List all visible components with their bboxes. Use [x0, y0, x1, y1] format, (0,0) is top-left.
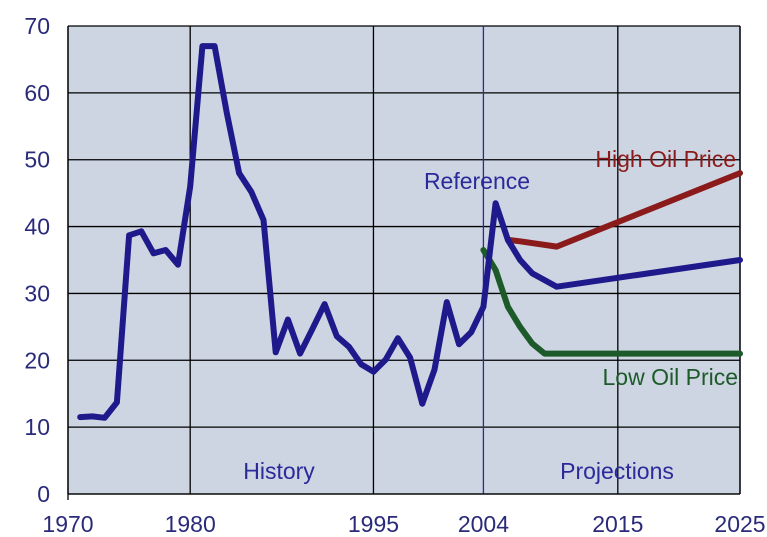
- x-tick-label: 1995: [348, 511, 399, 537]
- x-tick-label: 2004: [458, 511, 509, 537]
- series-lines: [77, 43, 743, 421]
- y-tick-label: 10: [24, 414, 50, 440]
- low-oil-price-line: [480, 247, 743, 357]
- high-oil-price-label: High Oil Price: [595, 146, 736, 172]
- annotations: History Projections Reference High Oil P…: [243, 146, 738, 484]
- x-tick-label: 2015: [592, 511, 643, 537]
- y-axis-ticks: 0 10 20 30 40 50 60 70: [24, 13, 50, 507]
- history-label: History: [243, 458, 315, 484]
- y-tick-label: 70: [24, 13, 50, 39]
- x-axis-ticks: 1970 1980 1995 2004 2015 2025: [42, 511, 765, 537]
- y-tick-label: 0: [37, 481, 50, 507]
- reference-label: Reference: [424, 168, 530, 194]
- high-oil-price-line: [504, 170, 743, 250]
- low-oil-price-label: Low Oil Price: [603, 364, 738, 390]
- plot-background: [68, 26, 740, 494]
- y-tick-label: 40: [24, 214, 50, 240]
- x-tick-label: 1980: [165, 511, 216, 537]
- y-tick-label: 20: [24, 347, 50, 373]
- y-tick-label: 50: [24, 147, 50, 173]
- projections-label: Projections: [560, 458, 674, 484]
- x-tick-label: 2025: [714, 511, 765, 537]
- x-tick-label: 1970: [42, 511, 93, 537]
- y-tick-label: 30: [24, 280, 50, 306]
- reference-line: [77, 43, 743, 421]
- y-tick-label: 60: [24, 80, 50, 106]
